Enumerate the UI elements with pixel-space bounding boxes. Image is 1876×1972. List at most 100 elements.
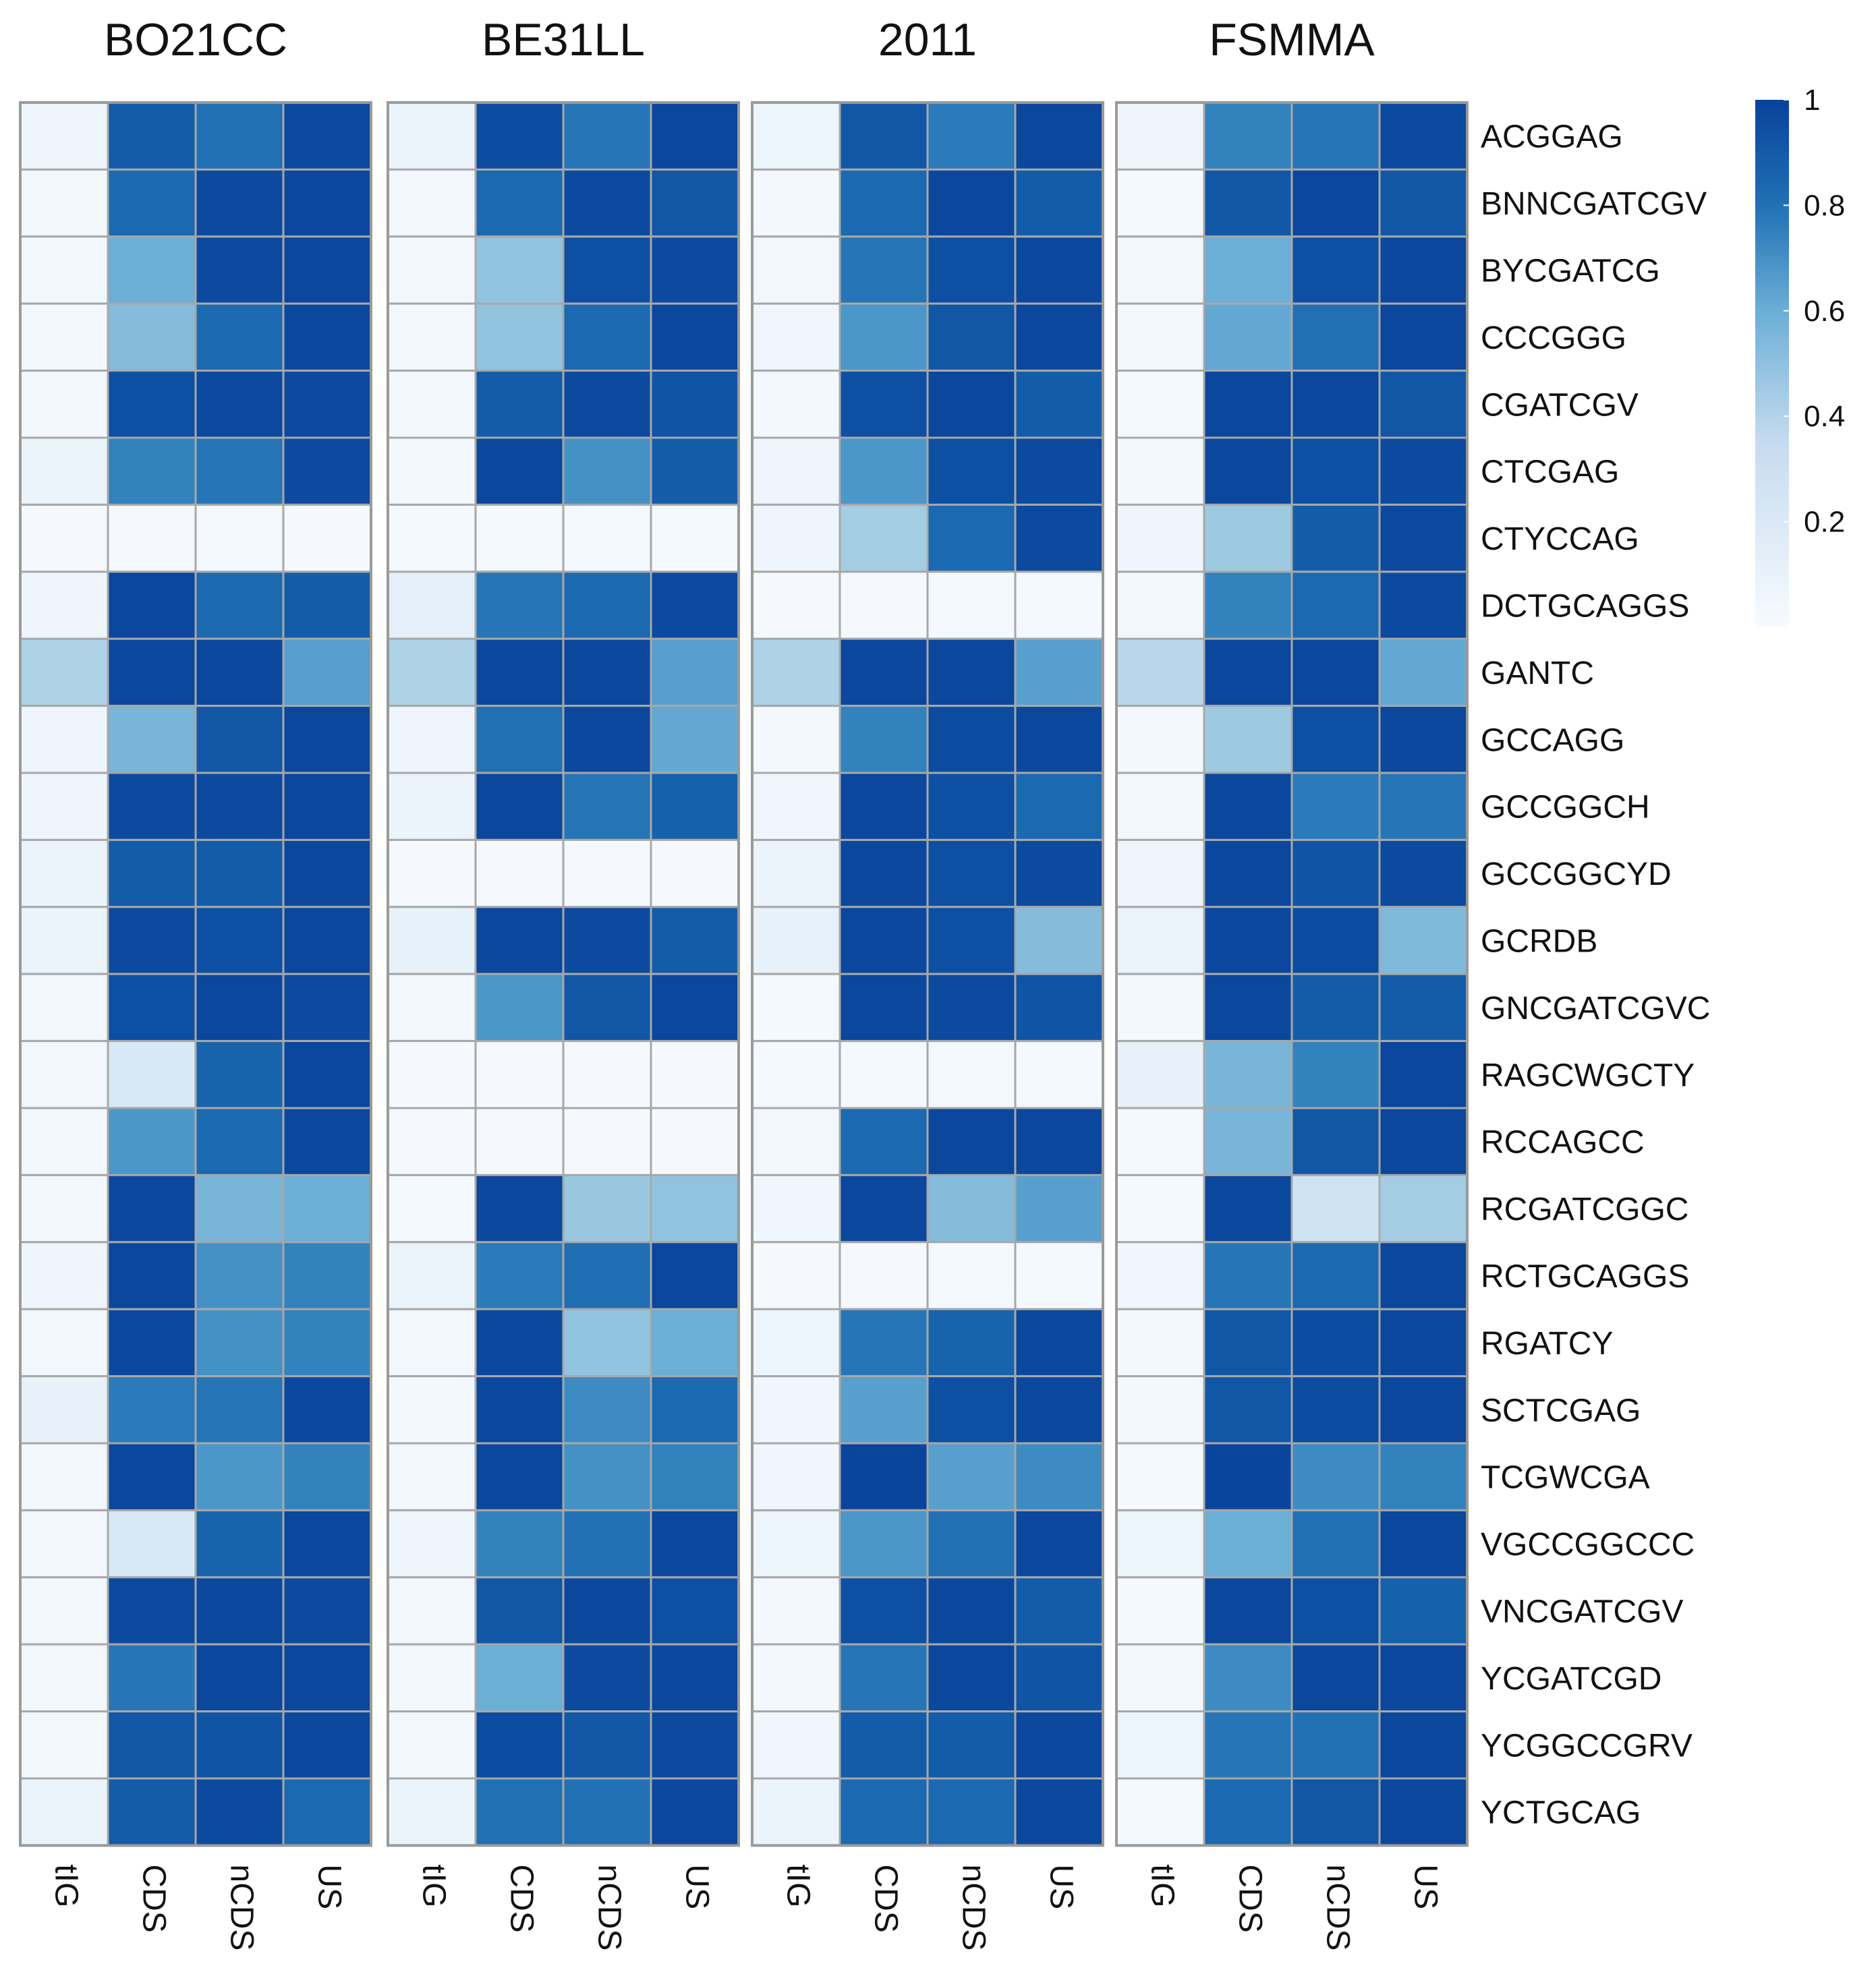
column-label: nCDS [223, 1864, 259, 1950]
heatmap-cell [194, 1509, 285, 1579]
heatmap-cell [19, 1442, 109, 1511]
heatmap-cell [562, 1040, 652, 1109]
heatmap-cell [650, 906, 740, 975]
heatmap-cell [1290, 436, 1381, 506]
heatmap-cell [1203, 1509, 1293, 1579]
row-label: GNCGATCGVC [1481, 991, 1710, 1026]
heatmap-cell [1014, 370, 1104, 439]
heatmap-cell [926, 1241, 1017, 1310]
heatmap-cell [650, 1777, 740, 1847]
heatmap-cell [751, 1107, 841, 1176]
heatmap-cell [387, 772, 477, 841]
heatmap-cell [838, 1308, 929, 1378]
heatmap-cell [1290, 637, 1381, 707]
heatmap-cell [1290, 973, 1381, 1043]
heatmap-cell [650, 571, 740, 640]
heatmap-cell [107, 503, 197, 573]
heatmap-cell [1290, 1173, 1381, 1244]
heatmap-cell [387, 1107, 477, 1176]
heatmap-cell [650, 1241, 740, 1310]
panel-title: BE31LL [482, 14, 645, 65]
heatmap-cell [1014, 973, 1104, 1043]
heatmap-cell [282, 436, 372, 506]
heatmap-cell [751, 370, 841, 439]
heatmap-cell [751, 1241, 841, 1310]
heatmap-cell [838, 1643, 929, 1713]
heatmap-cell [194, 101, 285, 171]
heatmap-cell [19, 705, 109, 774]
heatmap-cell [1014, 101, 1104, 171]
heatmap-cell [1014, 772, 1104, 841]
heatmap-cell [1115, 302, 1205, 372]
heatmap-cell [282, 1107, 372, 1176]
panel-title: BO21CC [104, 14, 287, 65]
heatmap-cell [19, 1710, 109, 1780]
heatmap-cell [1378, 838, 1469, 908]
row-label: GCRDB [1481, 924, 1597, 960]
heatmap-cell [838, 1173, 929, 1244]
heatmap-cell [1014, 1107, 1104, 1176]
heatmap-cell [194, 1308, 285, 1378]
heatmap-cell [474, 838, 565, 908]
heatmap-cell [1378, 637, 1469, 707]
heatmap-cell [1203, 1241, 1293, 1310]
heatmap-cell [562, 906, 652, 975]
column-label: tIG [416, 1864, 451, 1907]
heatmap-cell [1014, 1241, 1104, 1310]
heatmap-cell [1115, 906, 1205, 975]
heatmap-cell [926, 705, 1017, 774]
heatmap-cell [282, 1173, 372, 1244]
heatmap-cell [1203, 235, 1293, 305]
heatmap-cell [194, 1442, 285, 1511]
row-label: CCCGGG [1481, 320, 1626, 356]
heatmap-cell [1203, 168, 1293, 238]
heatmap-cell [751, 1308, 841, 1378]
row-label: YCGGCCGRV [1481, 1728, 1693, 1764]
heatmap-cell [194, 906, 285, 975]
heatmap-cell [751, 168, 841, 238]
row-label: YCGATCGD [1481, 1661, 1661, 1697]
heatmap-cell [562, 571, 652, 640]
heatmap-cell [1203, 503, 1293, 573]
heatmap-cell [1115, 1643, 1205, 1713]
heatmap-cell [650, 235, 740, 305]
heatmap-cell [1014, 906, 1104, 975]
heatmap-cell [1014, 1442, 1104, 1511]
heatmap-cell [1290, 1442, 1381, 1511]
heatmap-cell [1115, 1576, 1205, 1646]
panel-2011: 2011 tIG CDS nCDS US [751, 14, 1104, 1950]
heatmap-cell [1290, 1375, 1381, 1445]
heatmap-cell [387, 101, 477, 171]
heatmap-cell [1203, 436, 1293, 506]
heatmap-cell [838, 503, 929, 573]
heatmap-cell [1378, 168, 1469, 238]
heatmap-cell [1115, 1308, 1205, 1378]
heatmap-cell [650, 973, 740, 1043]
heatmap-cell [107, 168, 197, 238]
column-label: tIG [780, 1864, 816, 1907]
heatmap-cell [1378, 302, 1469, 372]
heatmap-cell [751, 1710, 841, 1780]
heatmap-cell [926, 1375, 1017, 1445]
heatmap-cell [1115, 370, 1205, 439]
heatmap-cell [751, 1375, 841, 1445]
row-label: BYCGATCG [1481, 254, 1660, 289]
heatmap-cell [1203, 302, 1293, 372]
heatmap-cell [282, 1777, 372, 1847]
heatmap-cell [650, 1173, 740, 1244]
heatmap-cell [1014, 1040, 1104, 1109]
heatmap-cell [1115, 637, 1205, 707]
heatmap-cell [926, 973, 1017, 1043]
heatmap-cell [926, 168, 1017, 238]
heatmap-cell [194, 838, 285, 908]
heatmap-cell [107, 1375, 197, 1445]
heatmap-cell [650, 772, 740, 841]
heatmap-cell [1203, 705, 1293, 774]
heatmap-cell [19, 1509, 109, 1579]
heatmap-cell [838, 101, 929, 171]
heatmap-cell [19, 772, 109, 841]
heatmap-cell [751, 302, 841, 372]
heatmap-cell [650, 1710, 740, 1780]
heatmap-cell [387, 1509, 477, 1579]
heatmap-cell [107, 571, 197, 640]
